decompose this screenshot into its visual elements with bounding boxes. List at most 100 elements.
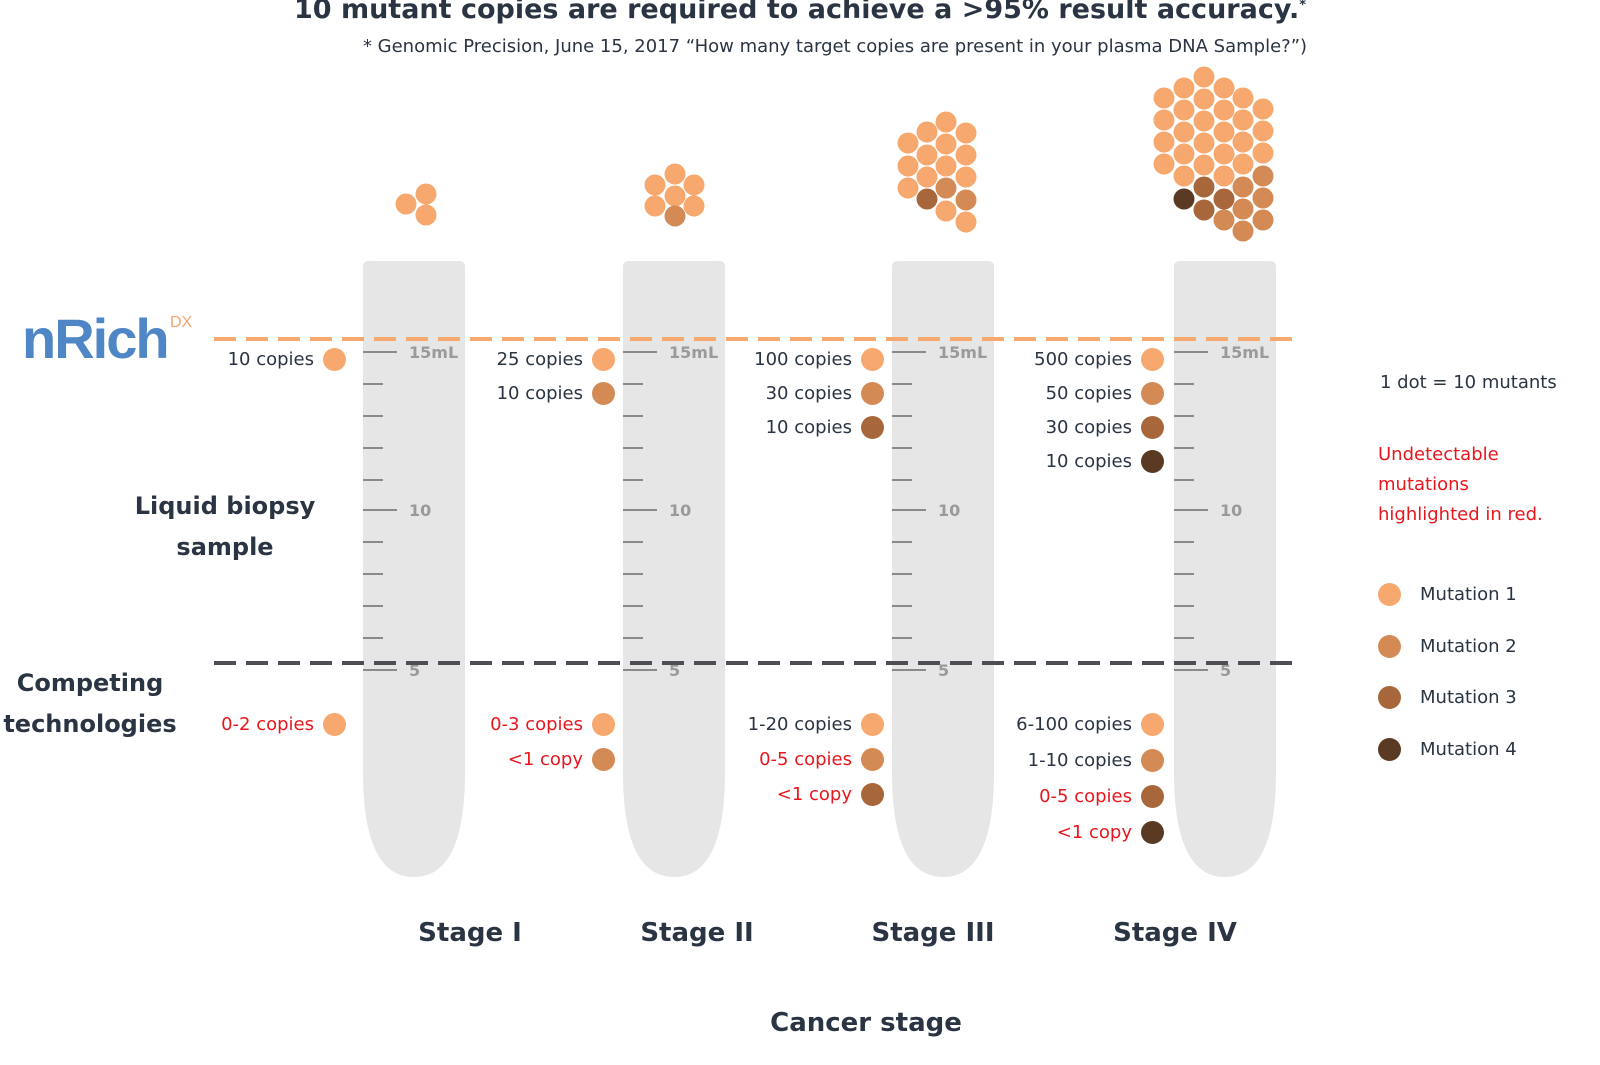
copy-count-text: 100 copies bbox=[754, 349, 852, 370]
nrich-logo: nRich bbox=[22, 307, 170, 370]
cluster-dot-stage-2 bbox=[664, 185, 686, 207]
mutation-1-dot-icon bbox=[323, 348, 346, 371]
nrich-copy-row-stage-3: 10 copies bbox=[684, 415, 884, 441]
cluster-dot-stage-3 bbox=[916, 166, 938, 188]
cluster-dot-stage-1 bbox=[415, 183, 437, 205]
cluster-dot-stage-4 bbox=[1173, 165, 1195, 187]
x-axis-label: Cancer stage bbox=[770, 1008, 962, 1038]
cluster-dot-stage-4 bbox=[1252, 209, 1274, 231]
cluster-dot-stage-4 bbox=[1193, 88, 1215, 110]
cluster-dot-stage-2 bbox=[664, 205, 686, 227]
tube-tick-label-15ml: 15mL bbox=[409, 343, 458, 362]
mutation-3-dot-icon bbox=[1378, 686, 1401, 709]
stage-label-4: Stage IV bbox=[1113, 918, 1237, 948]
liquid-biopsy-label-line-1: Liquid biopsy bbox=[134, 492, 316, 520]
copy-count-text: 25 copies bbox=[496, 349, 583, 370]
legend-undetectable-note: Undetectable mutations highlighted in re… bbox=[1378, 440, 1543, 530]
mutation-3-dot-icon bbox=[1141, 416, 1164, 439]
cluster-dot-stage-4 bbox=[1213, 143, 1235, 165]
competing-copy-row-stage-1: 0-2 copies bbox=[146, 712, 346, 738]
stage-label-1: Stage I bbox=[418, 918, 522, 948]
mutation-1-dot-icon bbox=[861, 713, 884, 736]
cluster-dot-stage-4 bbox=[1153, 153, 1175, 175]
copy-count-text: 0-2 copies bbox=[221, 714, 314, 735]
cluster-dot-stage-2 bbox=[664, 163, 686, 185]
title-footnote-mark: * bbox=[1299, 0, 1307, 13]
cluster-dot-stage-4 bbox=[1232, 153, 1254, 175]
mutation-2-dot-icon bbox=[592, 382, 615, 405]
liquid-biopsy-label: Liquid biopsy sample bbox=[128, 486, 322, 568]
cluster-dot-stage-4 bbox=[1232, 87, 1254, 109]
tube-tick-label-5: 5 bbox=[1220, 661, 1231, 680]
copy-count-text: 0-3 copies bbox=[490, 714, 583, 735]
mutation-3-dot-icon bbox=[1141, 785, 1164, 808]
cluster-dot-stage-4 bbox=[1173, 143, 1195, 165]
cluster-dot-stage-3 bbox=[916, 144, 938, 166]
cluster-dot-stage-4 bbox=[1193, 199, 1215, 221]
competing-copy-row-stage-3: <1 copy bbox=[684, 782, 884, 808]
cluster-dot-stage-4 bbox=[1213, 188, 1235, 210]
cluster-dot-stage-4 bbox=[1252, 165, 1274, 187]
cluster-dot-stage-1 bbox=[395, 193, 417, 215]
mutation-1-dot-icon bbox=[1141, 348, 1164, 371]
cluster-dot-stage-4 bbox=[1173, 121, 1195, 143]
mutation-3-dot-icon bbox=[861, 416, 884, 439]
copy-count-text: 30 copies bbox=[765, 383, 852, 404]
copy-count-text: 0-5 copies bbox=[759, 749, 852, 770]
competing-copy-row-stage-3: 1-20 copies bbox=[684, 712, 884, 738]
competing-copy-row-stage-4: 1-10 copies bbox=[964, 748, 1164, 774]
cluster-dot-stage-3 bbox=[935, 133, 957, 155]
title-text: 10 mutant copies are required to achieve… bbox=[293, 0, 1300, 25]
mutation-2-dot-icon bbox=[592, 748, 615, 771]
cluster-dot-stage-4 bbox=[1252, 142, 1274, 164]
cluster-dot-stage-2 bbox=[644, 195, 666, 217]
legend-label: Mutation 1 bbox=[1420, 584, 1517, 605]
cluster-dot-stage-3 bbox=[916, 121, 938, 143]
mutation-1-dot-icon bbox=[1141, 713, 1164, 736]
cluster-dot-stage-4 bbox=[1193, 110, 1215, 132]
cluster-dot-stage-3 bbox=[897, 155, 919, 177]
cluster-dot-stage-3 bbox=[955, 122, 977, 144]
mutation-2-dot-icon bbox=[861, 382, 884, 405]
mutation-1-dot-icon bbox=[861, 348, 884, 371]
cluster-dot-stage-4 bbox=[1232, 176, 1254, 198]
tube-tick-label-5: 5 bbox=[409, 661, 420, 680]
stage-label-3: Stage III bbox=[871, 918, 995, 948]
cluster-dot-stage-3 bbox=[955, 189, 977, 211]
tube-tick-label-5: 5 bbox=[938, 661, 949, 680]
mutation-4-dot-icon bbox=[1141, 821, 1164, 844]
competing-copy-row-stage-2: <1 copy bbox=[415, 747, 615, 773]
cluster-dot-stage-2 bbox=[683, 195, 705, 217]
cluster-dot-stage-3 bbox=[935, 155, 957, 177]
cluster-dot-stage-3 bbox=[955, 166, 977, 188]
nrich-copy-row-stage-4: 10 copies bbox=[964, 449, 1164, 475]
mutation-2-dot-icon bbox=[861, 748, 884, 771]
cluster-dot-stage-4 bbox=[1252, 98, 1274, 120]
tube-tick-label-10: 10 bbox=[1220, 501, 1242, 520]
mutation-4-dot-icon bbox=[1378, 738, 1401, 761]
cluster-dot-stage-4 bbox=[1193, 132, 1215, 154]
legend-undetectable-line-3: highlighted in red. bbox=[1378, 504, 1543, 525]
cluster-dot-stage-4 bbox=[1193, 176, 1215, 198]
mutation-2-dot-icon bbox=[1141, 749, 1164, 772]
copy-count-text: 50 copies bbox=[1045, 383, 1132, 404]
competing-copy-row-stage-3: 0-5 copies bbox=[684, 747, 884, 773]
cluster-dot-stage-4 bbox=[1193, 154, 1215, 176]
cluster-dot-stage-2 bbox=[683, 174, 705, 196]
cluster-dot-stage-2 bbox=[644, 174, 666, 196]
nrich-copy-row-stage-3: 30 copies bbox=[684, 381, 884, 407]
cluster-dot-stage-3 bbox=[897, 132, 919, 154]
cluster-dot-stage-4 bbox=[1213, 121, 1235, 143]
competing-label-line-2: technologies bbox=[3, 710, 177, 738]
mutation-2-dot-icon bbox=[1378, 635, 1401, 658]
tube-tick-label-10: 10 bbox=[669, 501, 691, 520]
copy-count-text: 6-100 copies bbox=[1016, 714, 1132, 735]
mutation-1-dot-icon bbox=[592, 713, 615, 736]
cluster-dot-stage-4 bbox=[1232, 220, 1254, 242]
competing-copy-row-stage-2: 0-3 copies bbox=[415, 712, 615, 738]
copy-count-text: 1-20 copies bbox=[747, 714, 852, 735]
nrich-copy-row-stage-2: 25 copies bbox=[415, 347, 615, 373]
mutation-1-dot-icon bbox=[592, 348, 615, 371]
legend-undetectable-line-1: Undetectable bbox=[1378, 444, 1499, 465]
cluster-dot-stage-1 bbox=[415, 204, 437, 226]
